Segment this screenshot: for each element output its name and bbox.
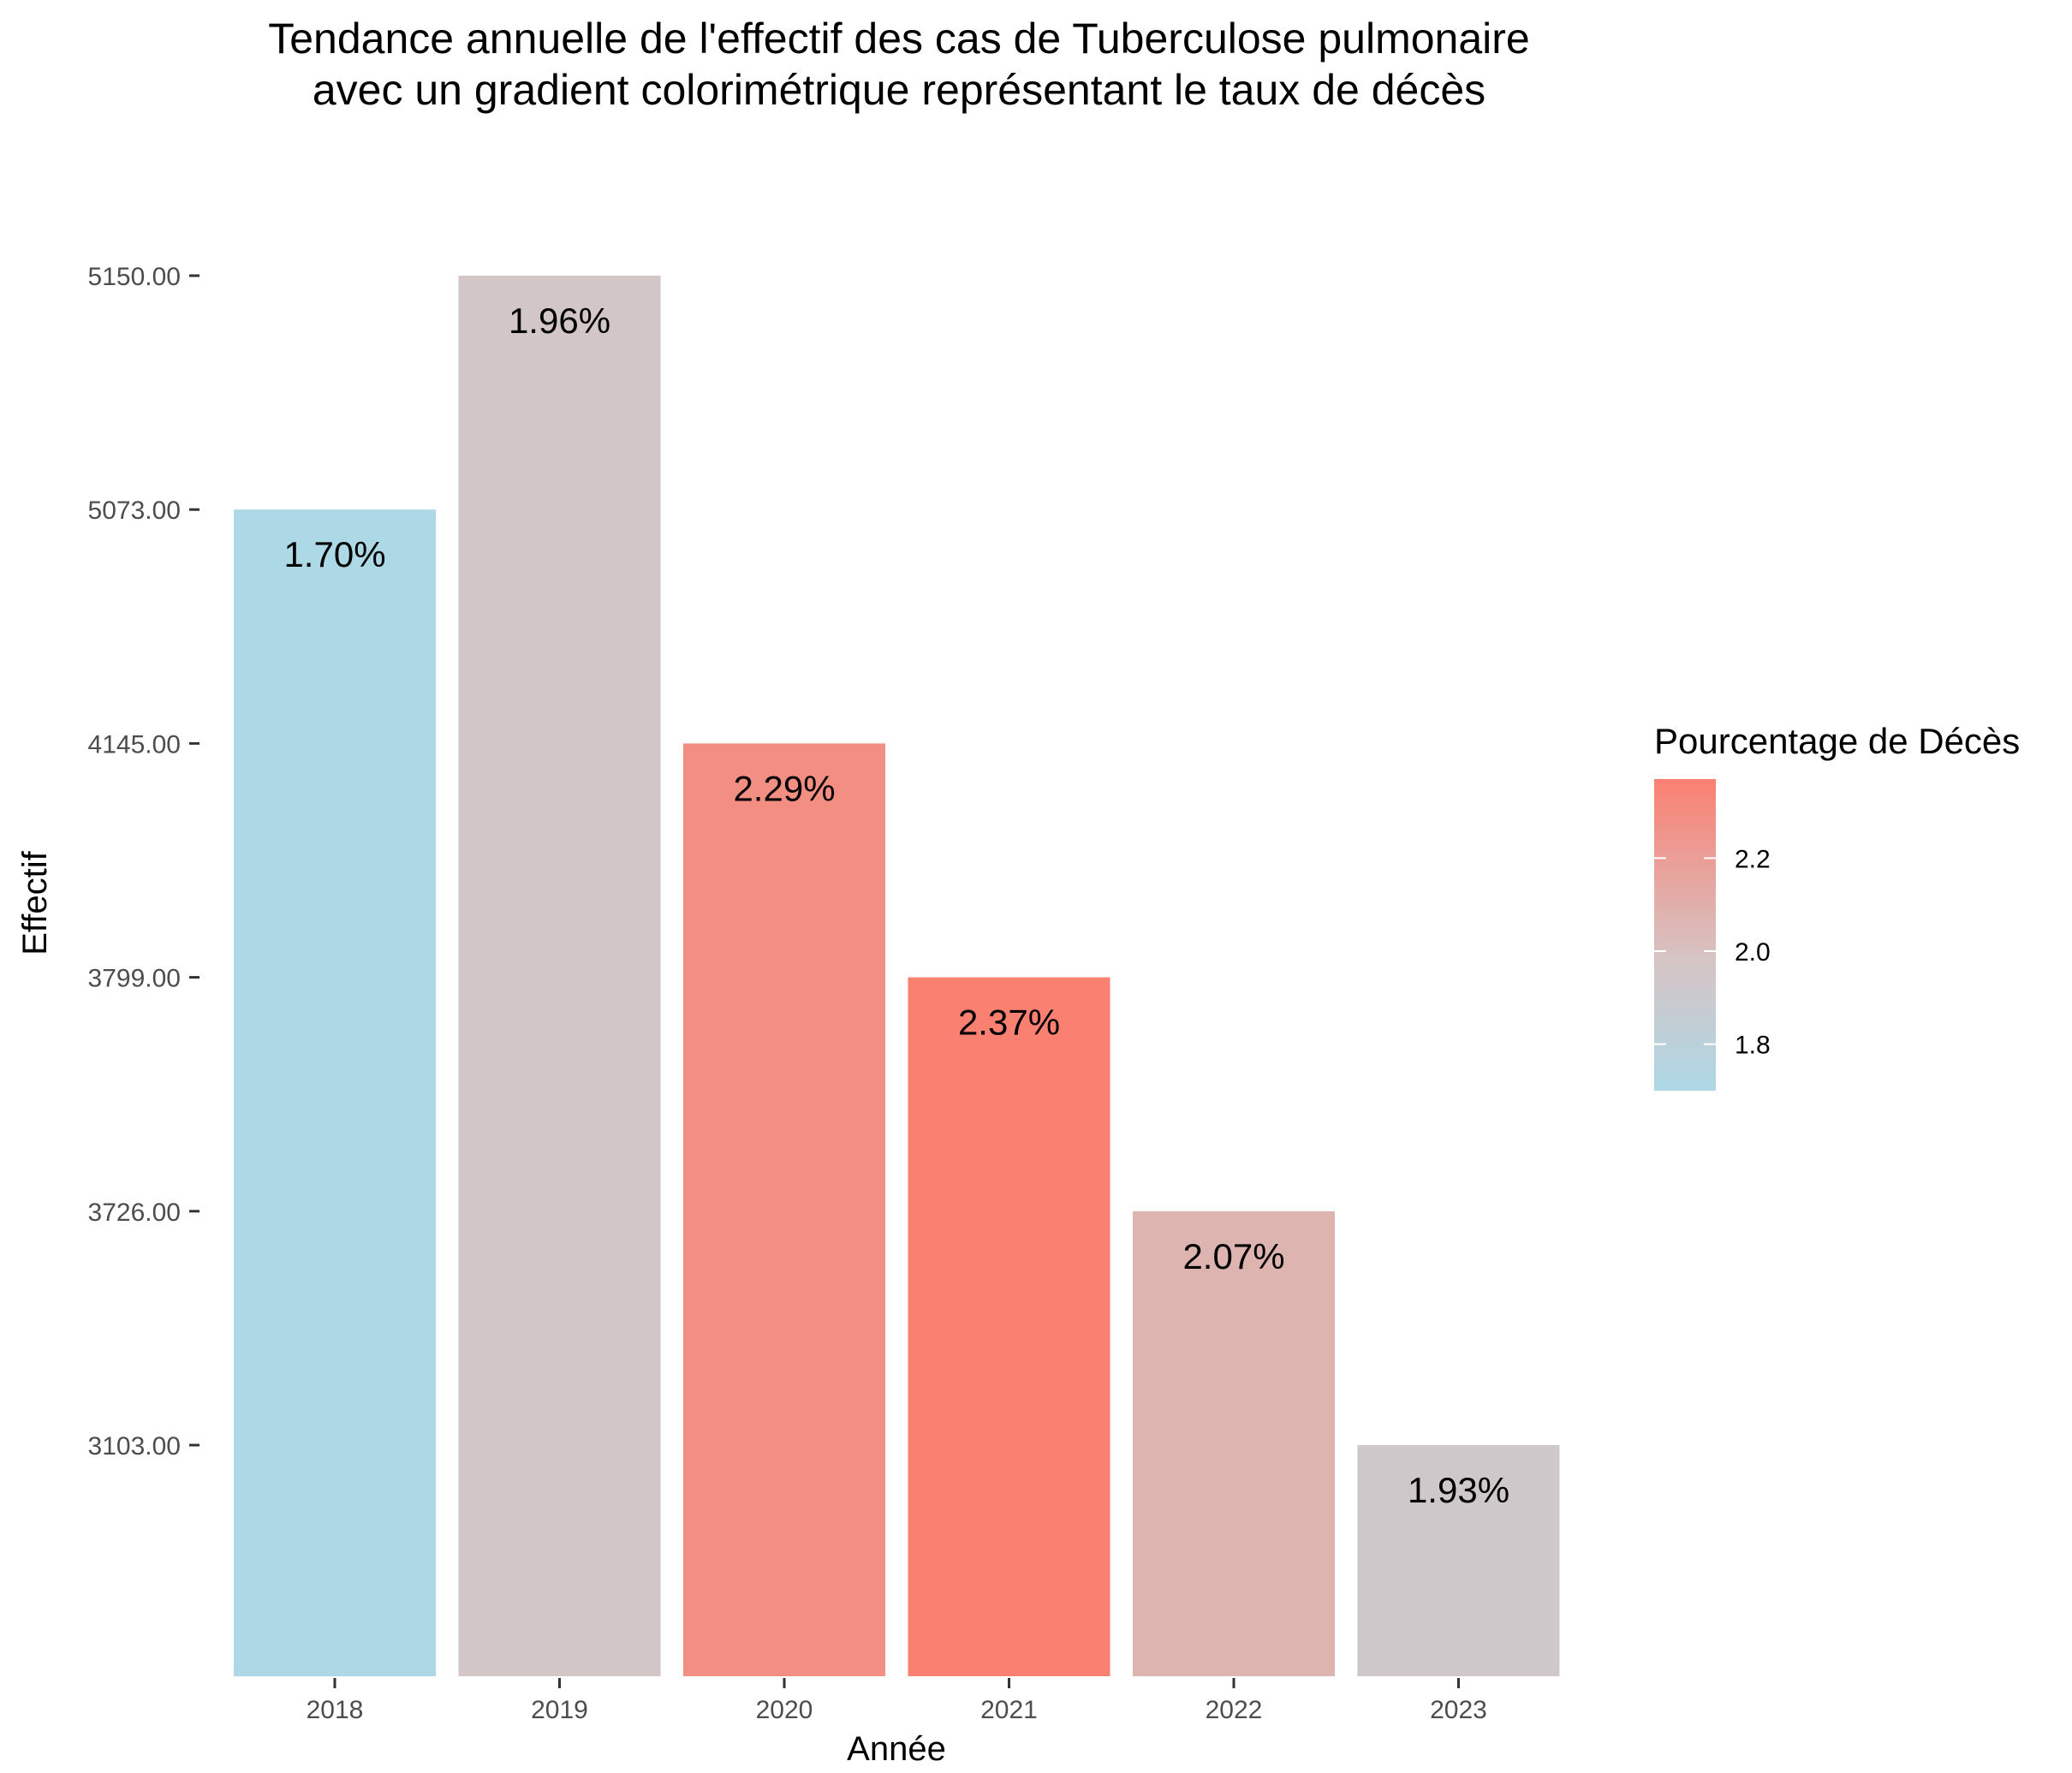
chart-title-line2: avec un gradient colorimétrique représen… — [313, 66, 1486, 114]
bar-2018 — [234, 509, 436, 1677]
legend-title: Pourcentage de Décès — [1654, 721, 2020, 761]
bar-2020 — [683, 743, 885, 1676]
legend-tick-label: 2.0 — [1735, 938, 1771, 967]
y-axis: 5150.00 5073.00 4145.00 3799.00 3726.00 3103.… — [88, 263, 199, 1461]
y-tick-label: 5150.00 — [88, 263, 181, 291]
x-tick-label: 2021 — [980, 1696, 1038, 1724]
bar-2023 — [1357, 1445, 1560, 1676]
y-axis-label: Effectif — [16, 850, 54, 955]
bar-label-2021: 2.37% — [958, 1003, 1060, 1043]
y-tick-label: 3799.00 — [88, 965, 181, 993]
y-tick-label: 3103.00 — [88, 1432, 181, 1461]
bar-2021 — [908, 977, 1110, 1676]
legend-tick-label: 2.2 — [1735, 845, 1771, 873]
bar-label-2018: 1.70% — [283, 534, 385, 574]
x-tick-label: 2023 — [1430, 1696, 1487, 1724]
y-tick-label: 5073.00 — [88, 497, 181, 525]
x-tick-label: 2018 — [307, 1696, 364, 1724]
legend-tick-label: 1.8 — [1735, 1032, 1771, 1060]
bar-2019 — [458, 276, 661, 1676]
x-axis-label: Année — [847, 1730, 946, 1768]
legend-colorbar — [1654, 779, 1716, 1091]
bar-label-2020: 2.29% — [733, 768, 835, 808]
y-tick-label: 4145.00 — [88, 730, 181, 759]
chart-title-line1: Tendance annuelle de l'effectif des cas … — [268, 15, 1530, 62]
y-tick-label: 3726.00 — [88, 1199, 181, 1227]
x-axis: 2018 2019 2020 2021 2022 2023 — [307, 1678, 1487, 1724]
bar-label-2019: 1.96% — [509, 300, 610, 341]
bar-label-2022: 2.07% — [1182, 1236, 1284, 1276]
x-tick-label: 2019 — [531, 1696, 588, 1724]
bars-group — [234, 276, 1560, 1677]
legend: Pourcentage de Décès 2.2 2.0 1.8 — [1654, 721, 2020, 1091]
x-tick-label: 2022 — [1206, 1696, 1263, 1724]
legend-ticks: 2.2 2.0 1.8 — [1654, 845, 1771, 1060]
bar-2022 — [1133, 1211, 1335, 1676]
bar-labels-group: 1.70% 1.96% 2.29% 2.37% 2.07% 1.93% — [283, 300, 1509, 1510]
x-tick-label: 2020 — [756, 1696, 813, 1724]
bar-label-2023: 1.93% — [1408, 1470, 1509, 1510]
